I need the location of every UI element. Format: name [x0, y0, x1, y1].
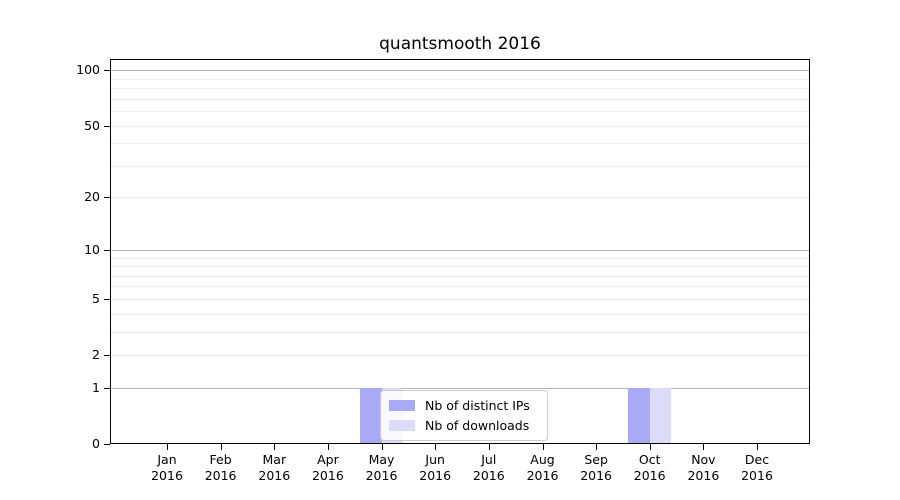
- y-tick-20: [104, 197, 110, 199]
- bar-downloads-oct: [649, 387, 672, 443]
- x-tick-jan: [167, 444, 168, 450]
- gridline-minor-4: [111, 313, 809, 315]
- x-tick-may: [381, 444, 383, 450]
- legend-swatch-downloads: [389, 420, 415, 431]
- x-tick-label-jul: Jul 2016: [472, 452, 505, 483]
- legend-label-downloads: Nb of downloads: [425, 418, 530, 433]
- y-tick-label-0: 0: [92, 436, 100, 451]
- x-tick-dec: [757, 444, 758, 450]
- y-tick-10: [104, 249, 110, 251]
- x-tick-label-jun: Jun 2016: [419, 452, 452, 483]
- x-tick-label-mar: Mar 2016: [258, 452, 291, 483]
- y-tick-label-10: 10: [84, 241, 100, 257]
- x-tick-nov: [703, 444, 705, 450]
- bar-distinct-ips-may: [360, 387, 382, 443]
- y-tick-label-1: 1: [92, 379, 100, 395]
- gridline-minor-30: [111, 165, 809, 167]
- gridline-minor-40: [111, 143, 809, 145]
- gridline-minor-90: [111, 78, 809, 80]
- gridline-major-1: [111, 387, 809, 389]
- gridline-major-10: [111, 249, 809, 251]
- y-tick-0: [104, 444, 110, 445]
- gridline-minor-6: [111, 286, 809, 288]
- bar-distinct-ips-oct: [628, 387, 650, 443]
- x-tick-label-sep: Sep 2016: [580, 452, 612, 483]
- y-tick-2: [104, 355, 110, 356]
- legend-entry-downloads: Nb of downloads: [389, 418, 539, 433]
- x-tick-label-may: May 2016: [365, 452, 398, 483]
- legend-entry-distinct-ips: Nb of distinct IPs: [389, 398, 539, 413]
- x-tick-label-apr: Apr 2016: [311, 452, 344, 483]
- x-tick-feb: [220, 444, 222, 450]
- legend: Nb of distinct IPs Nb of downloads: [380, 390, 548, 441]
- y-tick-label-50: 50: [84, 117, 100, 133]
- x-tick-apr: [327, 444, 329, 450]
- x-tick-jun: [435, 444, 437, 450]
- x-tick-sep: [596, 444, 598, 450]
- y-tick-label-2: 2: [92, 347, 100, 362]
- legend-label-distinct-ips: Nb of distinct IPs: [425, 398, 530, 413]
- x-tick-label-feb: Feb 2016: [204, 452, 237, 483]
- gridline-minor-8: [111, 266, 809, 267]
- y-tick-50: [104, 125, 110, 127]
- x-tick-label-dec: Dec 2016: [741, 452, 773, 483]
- x-tick-aug: [542, 444, 544, 450]
- gridline-minor-5: [111, 298, 809, 300]
- gridline-minor-7: [111, 275, 809, 277]
- x-tick-label-jan: Jan 2016: [151, 452, 183, 483]
- gridline-major-100: [111, 70, 809, 72]
- x-tick-jul: [488, 444, 490, 450]
- plot-area: [110, 59, 810, 444]
- gridline-minor-9: [111, 257, 809, 259]
- x-tick-label-oct: Oct 2016: [633, 452, 666, 483]
- x-tick-mar: [274, 444, 276, 450]
- x-tick-oct: [649, 444, 651, 450]
- chart-title: quantsmooth 2016: [379, 34, 541, 54]
- gridline-minor-2: [111, 355, 809, 356]
- legend-swatch-distinct-ips: [389, 400, 415, 411]
- y-tick-label-5: 5: [92, 290, 100, 306]
- y-tick-label-20: 20: [84, 189, 100, 205]
- x-tick-label-aug: Aug 2016: [526, 452, 559, 483]
- gridline-minor-50: [111, 125, 809, 127]
- gridline-minor-60: [111, 111, 809, 113]
- gridline-minor-20: [111, 197, 809, 199]
- y-tick-5: [104, 298, 110, 300]
- y-tick-100: [104, 70, 110, 72]
- y-tick-label-100: 100: [76, 62, 100, 78]
- gridline-minor-80: [111, 88, 809, 90]
- y-tick-1: [104, 387, 110, 389]
- gridline-minor-70: [111, 98, 809, 100]
- gridline-minor-3: [111, 331, 809, 333]
- x-tick-label-nov: Nov 2016: [687, 452, 720, 483]
